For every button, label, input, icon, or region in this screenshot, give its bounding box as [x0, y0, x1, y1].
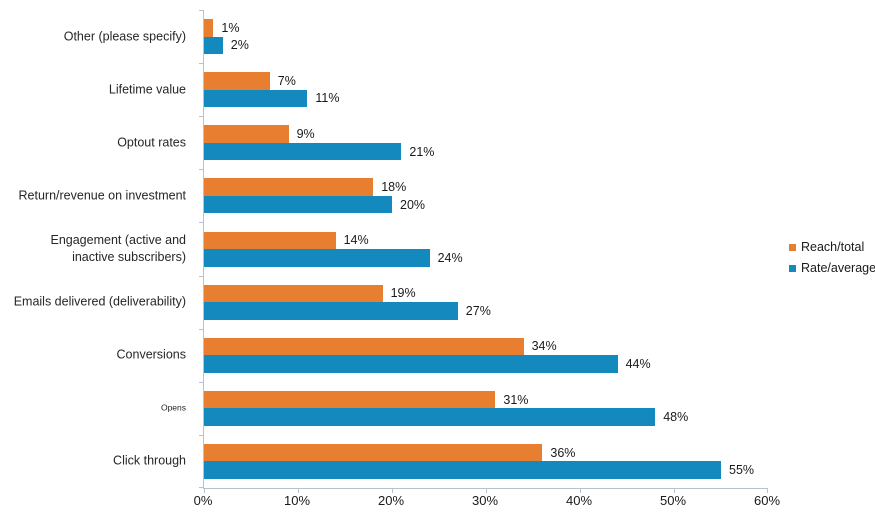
x-axis-tick-label: 20% — [377, 493, 405, 508]
x-axis-labels: 0% 10% 20% 30% 40% 50% 60% — [0, 493, 875, 513]
y-axis-tick — [199, 63, 204, 65]
bar-reach-total — [204, 72, 270, 90]
bar-value-label: 31% — [503, 392, 529, 407]
x-axis-tick — [767, 489, 768, 493]
x-axis-tick-label: 10% — [283, 493, 311, 508]
category-label: Emails delivered (deliverability) — [13, 294, 186, 309]
y-axis-tick — [199, 222, 204, 224]
category-label: Lifetime value — [108, 82, 186, 97]
bar-rate-average — [204, 302, 458, 320]
bar-reach-total — [204, 19, 214, 37]
x-axis-tick-label: 60% — [753, 493, 781, 508]
bar-rate-average — [204, 195, 392, 214]
x-axis-tick — [580, 489, 581, 493]
bar-reach-total — [204, 390, 496, 409]
x-axis-tick-label: 30% — [471, 493, 499, 508]
bar-value-label: 18% — [381, 180, 407, 195]
bar-value-label: 1% — [221, 20, 240, 35]
bar-rate-average — [204, 142, 402, 161]
bar-value-label: 7% — [277, 73, 296, 88]
bar-reach-total — [204, 178, 374, 196]
x-axis-tick-label: 40% — [565, 493, 593, 508]
bar-reach-total — [204, 125, 289, 143]
bar-rate-average — [204, 36, 223, 55]
bar-reach-total — [204, 231, 336, 249]
y-axis-tick — [199, 275, 204, 277]
x-axis-tick — [674, 489, 675, 493]
category-axis-labels: Other (please specify) Lifetime value Opto… — [0, 10, 186, 488]
bar-value-label: 55% — [729, 463, 755, 478]
y-axis-tick — [199, 487, 204, 488]
x-axis-tick — [298, 489, 299, 493]
bar-rate-average — [204, 408, 656, 426]
bar-value-label: 34% — [531, 339, 557, 354]
bar-rate-average — [204, 249, 430, 267]
legend-swatch-icon — [789, 243, 796, 251]
plot-area: 1% 7% 9% 18% 14% 19% 34% 31% 36% 2% 11% 21% 20% 24% 27… — [199, 10, 768, 493]
bar-value-label: 24% — [437, 250, 463, 265]
bar-rate-average — [204, 461, 721, 479]
bar-rate-average — [204, 355, 618, 373]
y-axis-tick — [199, 328, 204, 330]
category-label: Return/revenue on investment — [18, 188, 186, 203]
bar-reach-total — [204, 337, 524, 356]
legend-label: Reach/total — [801, 240, 865, 254]
y-axis-tick — [199, 10, 204, 11]
bar-reach-total — [204, 443, 543, 462]
legend-swatch-icon — [789, 264, 796, 272]
category-label: Optout rates — [117, 135, 186, 150]
x-axis-tick-label: 0% — [193, 493, 213, 508]
x-axis-tick — [392, 489, 393, 493]
legend-item: Reach/total — [789, 240, 875, 254]
x-axis-tick — [486, 489, 487, 493]
bar-value-label: 11% — [315, 91, 340, 106]
x-axis-tick — [204, 489, 205, 493]
legend: Reach/total Rate/average — [789, 240, 875, 282]
bar-value-label: 44% — [625, 356, 651, 371]
category-label: Other (please specify) — [63, 29, 186, 44]
legend-label: Rate/average — [801, 261, 875, 275]
bar-value-label: 19% — [390, 286, 416, 301]
y-axis-tick — [199, 169, 204, 171]
bar-rate-average — [204, 89, 308, 108]
bar-reach-total — [204, 284, 383, 303]
bar-value-label: 9% — [296, 127, 315, 142]
y-axis-tick — [199, 434, 204, 436]
y-axis-tick — [199, 381, 204, 383]
x-axis-tick-label: 50% — [659, 493, 687, 508]
category-label: Click through — [113, 453, 186, 468]
bar-value-label: 48% — [663, 410, 689, 425]
y-axis-tick — [199, 116, 204, 118]
category-label: Conversions — [116, 347, 186, 362]
legend-item: Rate/average — [789, 261, 875, 275]
bar-value-label: 20% — [400, 197, 426, 212]
category-label: Engagement (active and inactive subscrib… — [50, 233, 186, 264]
bar-value-label: 2% — [230, 38, 249, 53]
bar-value-label: 14% — [343, 233, 369, 248]
category-label: Opens — [160, 402, 186, 413]
bar-value-label: 36% — [550, 445, 576, 460]
bar-value-label: 27% — [465, 303, 491, 318]
bar-value-label: 21% — [409, 144, 435, 159]
